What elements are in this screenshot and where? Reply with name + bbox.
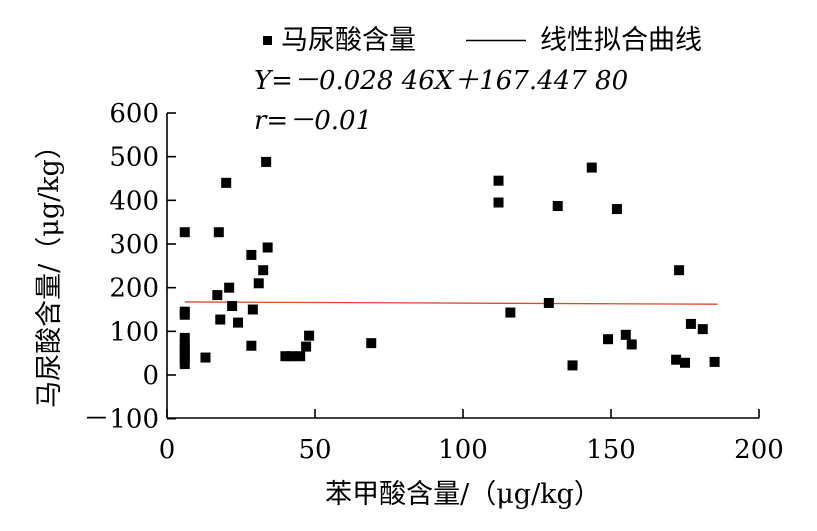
data-point [179,309,190,320]
data-point [674,265,685,276]
data-point [680,357,690,368]
y-tick-label: 0 [142,361,159,391]
data-point [280,351,291,362]
correlation-coefficient: r=－0.01 [254,106,372,136]
legend-line-label: 线性拟合曲线 [540,25,702,56]
x-tick-label: 200 [734,435,784,465]
data-point [179,359,190,370]
data-point [227,301,238,312]
data-point [179,343,190,354]
x-tick-label: 100 [438,435,488,465]
data-point [626,339,637,350]
y-tick-label: 300 [109,230,159,260]
data-point [213,227,224,238]
x-axis-label: 苯甲酸含量/（μg/kg） [325,479,601,510]
data-point [671,354,682,365]
legend-scatter-label: 马尿酸含量 [281,25,416,56]
data-point [505,307,516,318]
data-point [200,352,211,363]
data-point [543,297,554,308]
data-point [697,324,708,335]
x-tick-label: 50 [298,435,331,465]
data-point [611,204,622,215]
data-point [224,282,235,293]
data-point [685,318,696,329]
data-point [552,201,563,212]
data-point [233,317,244,328]
y-axis-ticks: 600 500 400 300 200 100 0 －100 [83,99,176,435]
data-point [179,332,190,343]
data-point [179,227,190,238]
x-tick-label: 150 [586,435,636,465]
data-point [301,341,312,352]
data-point [247,304,258,315]
data-point [212,290,223,301]
x-axis-ticks: 0 50 100 150 200 [159,409,784,465]
y-tick-label: 600 [109,99,159,129]
y-tick-label: 200 [109,274,159,304]
legend: 马尿酸含量 线性拟合曲线 [263,25,702,56]
y-tick-label: －100 [83,405,159,435]
data-point [295,351,306,362]
data-point [246,340,257,351]
data-point [304,330,315,341]
data-point [258,265,269,276]
data-point [586,162,597,173]
x-tick-label: 0 [159,435,176,465]
y-axis-label: 马尿酸含量/（μg/kg） [34,132,65,408]
data-point [493,197,504,208]
linear-fit-line [184,301,718,305]
data-point [567,360,578,371]
y-tick-label: 500 [109,143,159,173]
data-point [261,156,272,167]
data-point [253,278,264,289]
data-points [179,156,720,371]
data-point [366,338,377,349]
data-point [286,351,297,362]
data-point [262,242,273,253]
data-point [215,314,226,325]
fit-equation: Y=－0.028 46X＋167.447 80 [254,66,628,96]
data-point [246,249,257,260]
legend-marker-square [263,36,272,45]
data-point [620,329,631,340]
data-point [221,177,232,188]
y-tick-label: 400 [109,186,159,216]
data-point [179,353,190,364]
y-tick-label: 100 [109,317,159,347]
data-point [493,175,504,186]
data-point [709,356,720,367]
data-point [603,334,614,345]
